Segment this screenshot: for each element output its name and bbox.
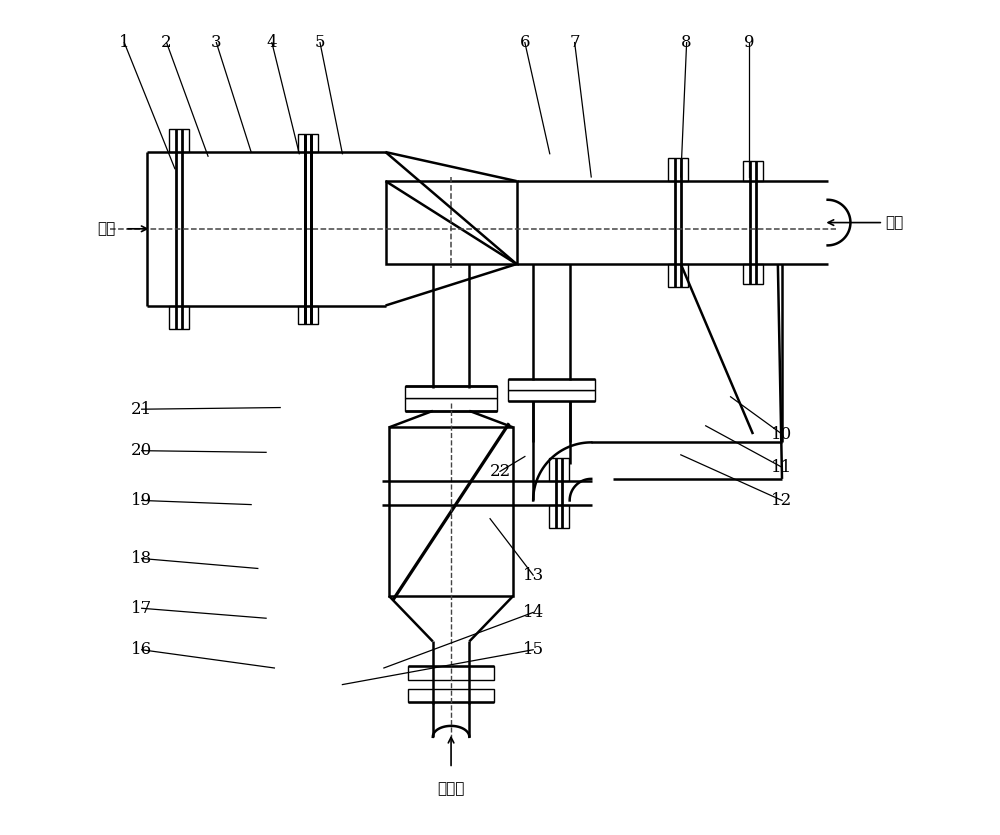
Text: 12: 12	[771, 492, 793, 509]
Bar	[408, 689, 494, 702]
Bar	[386, 181, 517, 264]
Text: 15: 15	[523, 641, 544, 658]
Text: 22: 22	[489, 463, 511, 480]
Text: 18: 18	[131, 550, 152, 567]
Bar	[298, 306, 318, 324]
Bar	[405, 398, 497, 411]
Text: 11: 11	[771, 458, 793, 476]
Text: 20: 20	[131, 443, 152, 459]
Text: 6: 6	[520, 34, 530, 51]
Text: 3: 3	[211, 34, 222, 51]
Text: 1: 1	[119, 34, 130, 51]
Text: 5: 5	[315, 34, 325, 51]
Bar	[549, 504, 569, 528]
Text: 7: 7	[569, 34, 580, 51]
Text: 4: 4	[267, 34, 277, 51]
Bar	[389, 428, 513, 596]
Bar	[298, 134, 318, 152]
Bar	[668, 158, 688, 181]
Text: 排污口: 排污口	[437, 781, 465, 796]
Bar	[508, 390, 595, 401]
Bar	[668, 264, 688, 287]
Bar	[169, 129, 189, 152]
Bar	[408, 665, 494, 681]
Bar	[549, 458, 569, 481]
Text: 8: 8	[681, 34, 692, 51]
Text: 16: 16	[131, 641, 152, 658]
Bar	[743, 161, 763, 181]
Text: 19: 19	[131, 492, 152, 509]
Text: 2: 2	[161, 34, 172, 51]
Text: 入口: 入口	[886, 215, 904, 230]
Bar	[169, 306, 189, 329]
Text: 21: 21	[131, 401, 152, 418]
Text: 9: 9	[744, 34, 754, 51]
Text: 13: 13	[523, 567, 544, 584]
Text: 14: 14	[523, 604, 544, 621]
Text: 出口: 出口	[97, 221, 115, 236]
Bar	[405, 386, 497, 398]
Text: 17: 17	[131, 600, 152, 617]
Bar	[508, 379, 595, 390]
Text: 10: 10	[771, 426, 793, 443]
Bar	[743, 264, 763, 284]
